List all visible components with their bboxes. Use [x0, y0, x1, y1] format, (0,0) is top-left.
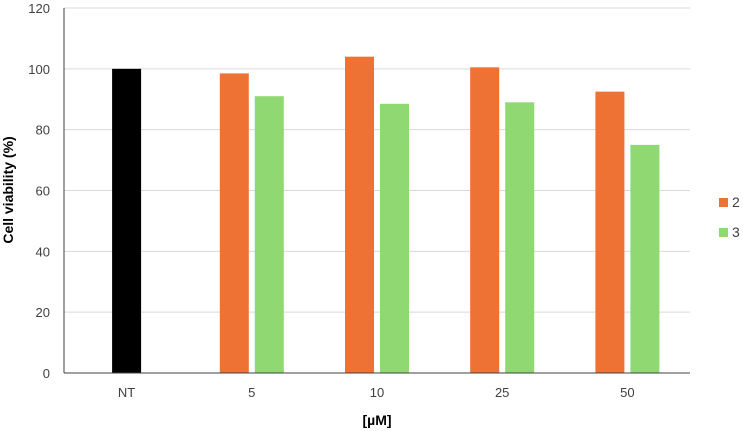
y-tick-label: 80 [36, 123, 50, 138]
bar-control [112, 68, 142, 373]
legend-label: 3 [732, 224, 740, 240]
bar-series-3 [505, 102, 535, 374]
bar-series-3 [380, 103, 409, 373]
x-axis-title: [µM] [362, 412, 391, 428]
y-tick-label: 20 [36, 305, 50, 320]
y-tick-label: 100 [28, 62, 50, 77]
legend-label: 2 [732, 194, 740, 210]
x-tick-label: 50 [620, 385, 634, 400]
y-tick-label: 120 [28, 1, 50, 16]
bar-series-2 [345, 56, 374, 374]
axes [63, 8, 690, 374]
legend: 23 [719, 194, 740, 240]
legend-swatch-3 [719, 228, 728, 237]
y-tick-labels: 0 20 40 60 80 100 120 [28, 1, 50, 381]
x-tick-label: 25 [495, 385, 509, 400]
x-tick-label: NT [118, 385, 135, 400]
bars [112, 56, 660, 374]
bar-series-3 [254, 96, 284, 373]
y-tick-label: 40 [36, 244, 50, 259]
y-tick-label: 0 [43, 366, 50, 381]
x-tick-label: 5 [248, 385, 255, 400]
bar-series-2 [595, 91, 625, 373]
bar-series-2 [219, 73, 249, 373]
x-tick-labels: NT 5 10 25 50 [118, 385, 635, 400]
y-axis-title: Cell viability (%) [0, 136, 16, 243]
legend-swatch-2 [719, 198, 728, 207]
bar-series-2 [470, 67, 500, 373]
bar-series-3 [630, 144, 660, 373]
x-tick-label: 10 [370, 385, 384, 400]
y-tick-label: 60 [36, 184, 50, 199]
gridlines [64, 7, 690, 313]
